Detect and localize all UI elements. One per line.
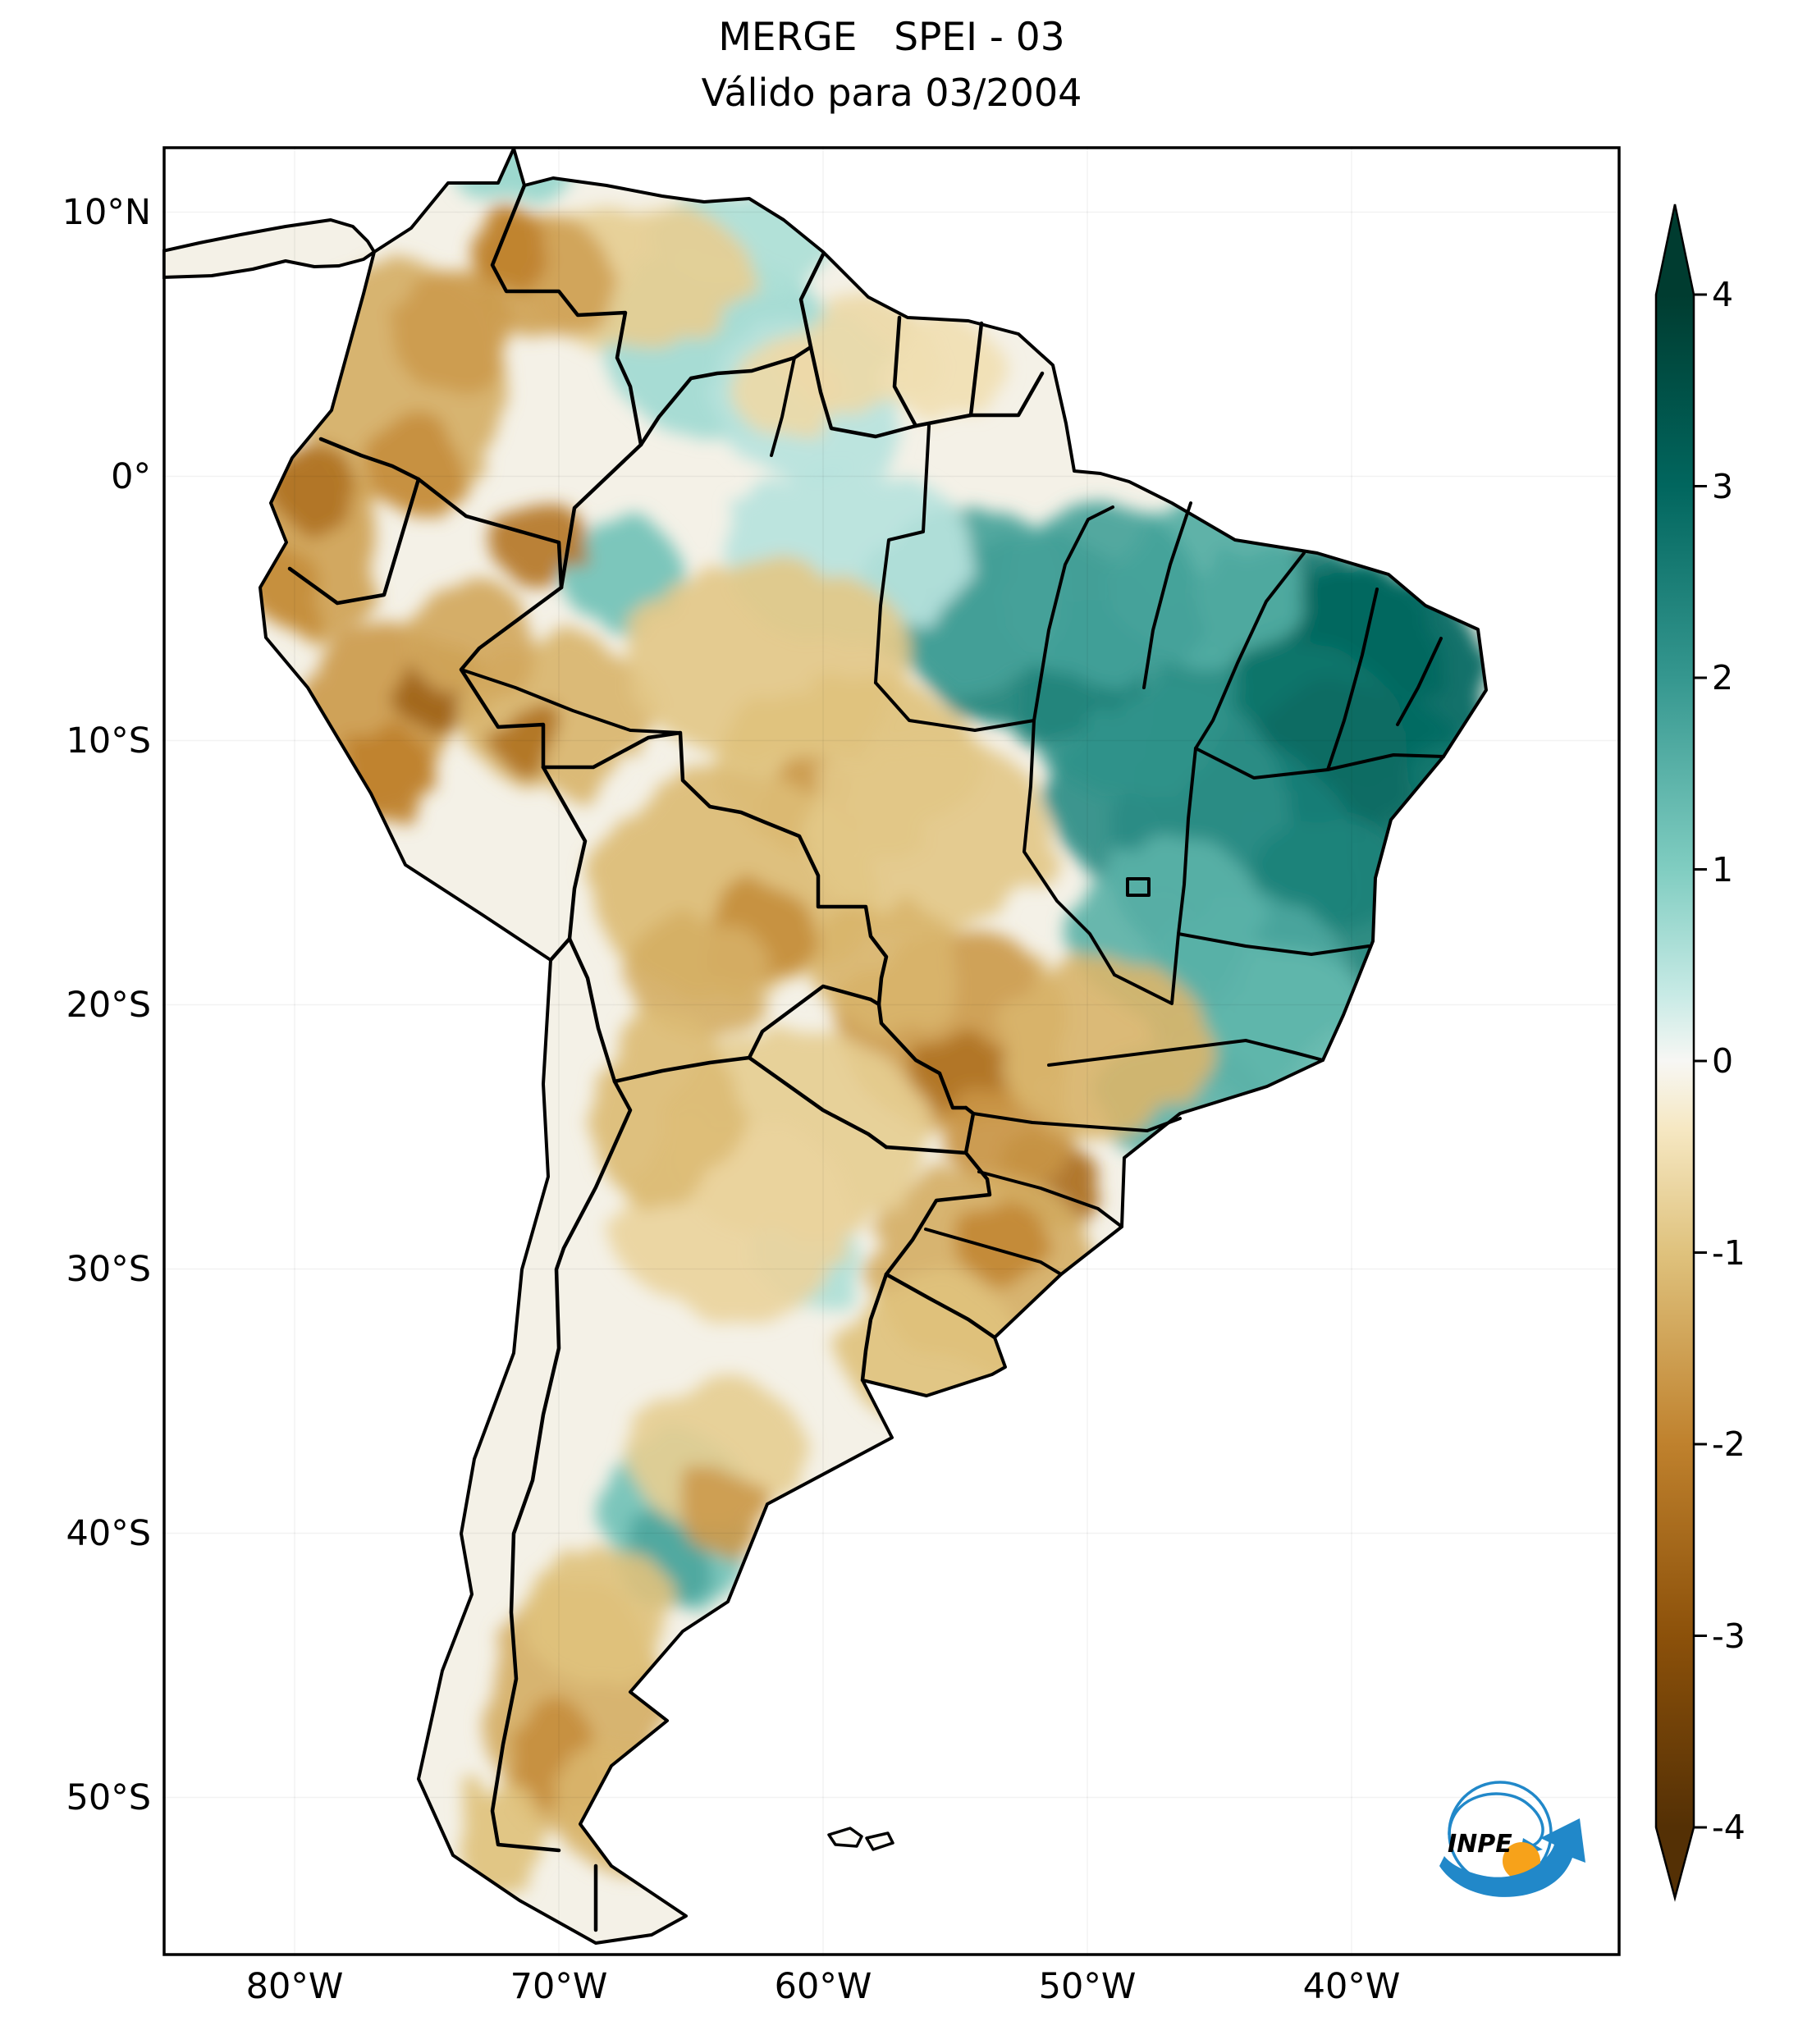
- map-canvas: INPE: [162, 146, 1621, 1956]
- colorbar: [1654, 203, 1707, 1902]
- spei-blob: [805, 734, 1052, 932]
- colorbar-tick-label: -4: [1712, 1808, 1745, 1847]
- colorbar-tick-label: 3: [1712, 466, 1734, 506]
- lon-tick-label: 40°W: [1302, 1966, 1401, 2007]
- map-frame: [162, 146, 1621, 1956]
- lat-tick-label: 30°S: [66, 1248, 151, 1290]
- spei-blob: [470, 212, 552, 286]
- colorbar-tick-label: -2: [1712, 1424, 1745, 1464]
- spei-blob: [364, 414, 463, 513]
- spei-blob: [1002, 505, 1200, 686]
- spei-blob: [730, 344, 837, 435]
- colorbar-ticks: [1694, 293, 1707, 1829]
- spei-blob: [958, 1201, 1048, 1284]
- country-borders: [287, 183, 1045, 1932]
- colorbar-tick-label: -3: [1712, 1616, 1745, 1656]
- spei-blob: [492, 701, 572, 775]
- colorbar-gradient: [1656, 295, 1694, 1827]
- lon-tick-label: 50°W: [1038, 1966, 1137, 2007]
- chart-title: MERGE SPEI - 03: [718, 15, 1065, 60]
- spei-blob: [520, 1543, 677, 1683]
- inpe-logo-arrow-icon: [1439, 1818, 1585, 1897]
- spei-blob: [590, 1012, 739, 1209]
- lat-tick-label: 50°S: [66, 1776, 151, 1818]
- df-square: [1126, 877, 1151, 897]
- chart-subtitle: Válido para 03/2004: [701, 71, 1082, 115]
- lon-tick-label: 70°W: [510, 1966, 608, 2007]
- spei-blob: [400, 577, 533, 693]
- spei-blob: [815, 899, 963, 1031]
- colorbar-tick-label: 2: [1712, 658, 1734, 697]
- lat-tick-label: 0°: [111, 455, 151, 497]
- state-borders: [460, 356, 1445, 1276]
- lat-tick-label: 10°N: [62, 191, 151, 233]
- inpe-logo-swirl-icon: [1448, 1792, 1544, 1847]
- colorbar-tick-label: 0: [1712, 1041, 1734, 1081]
- lat-tick-label: 20°S: [66, 984, 151, 1026]
- spei-blob: [396, 265, 511, 397]
- spei-blob: [679, 1474, 778, 1556]
- lon-tick-label: 80°W: [245, 1966, 344, 2007]
- inpe-logo-text: INPE: [1448, 1830, 1512, 1859]
- colorbar-tick-label: -1: [1712, 1232, 1745, 1273]
- lat-tick-label: 10°S: [66, 720, 151, 761]
- spei-blob: [994, 953, 1208, 1135]
- colorbar-tick-label: 1: [1712, 849, 1734, 889]
- falkland-islands: [827, 1827, 894, 1851]
- colorbar-lower-arrow: [1656, 1827, 1694, 1898]
- lon-tick-label: 60°W: [774, 1966, 872, 2007]
- colorbar-tick-label: 4: [1712, 275, 1734, 314]
- colorbar-upper-arrow: [1656, 204, 1694, 295]
- spei-blob: [272, 439, 355, 530]
- spei-blob: [634, 917, 775, 1040]
- inpe-logo: INPE: [1439, 1781, 1585, 1897]
- lat-tick-label: 40°S: [66, 1512, 151, 1554]
- spei-blob: [495, 497, 586, 588]
